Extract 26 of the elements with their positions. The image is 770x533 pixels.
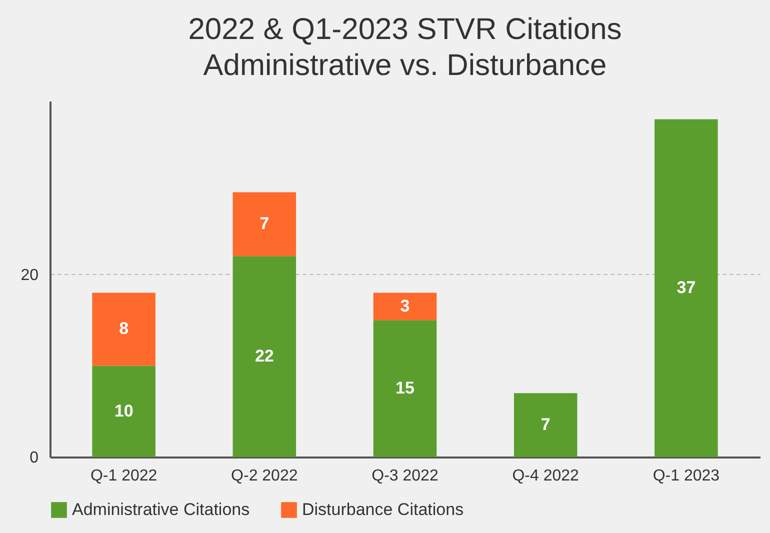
data-label: 7 bbox=[540, 415, 550, 434]
bar bbox=[232, 256, 296, 457]
x-tick-label: Q-1 2023 bbox=[652, 468, 720, 484]
bar bbox=[373, 320, 437, 457]
data-label: 15 bbox=[396, 378, 414, 398]
x-tick-label: Q-3 2022 bbox=[372, 468, 438, 484]
data-label: 3 bbox=[400, 296, 410, 316]
data-label: 8 bbox=[119, 319, 129, 338]
x-tick-label: Q-1 2022 bbox=[90, 468, 158, 484]
bar bbox=[92, 292, 156, 366]
legend-label: Disturbance Citations bbox=[302, 500, 464, 519]
bar bbox=[654, 119, 718, 457]
bar bbox=[92, 366, 156, 457]
y-tick-label: 0 bbox=[30, 450, 39, 466]
x-tick-label: Q-4 2022 bbox=[512, 468, 580, 484]
chart-title: 2022 & Q1-2023 STVR Citations Administrative vs. Disturbance bbox=[188, 13, 622, 82]
y-tick-label: 20 bbox=[20, 266, 39, 284]
data-label: 7 bbox=[260, 214, 270, 234]
bar bbox=[514, 393, 578, 457]
data-label: 10 bbox=[114, 401, 134, 420]
bar bbox=[232, 192, 296, 256]
data-label: 22 bbox=[254, 346, 274, 366]
legend-label: Administrative Citations bbox=[72, 500, 250, 519]
data-label: 37 bbox=[676, 278, 696, 298]
x-tick-label: Q-2 2022 bbox=[231, 468, 298, 484]
bar bbox=[373, 292, 437, 320]
